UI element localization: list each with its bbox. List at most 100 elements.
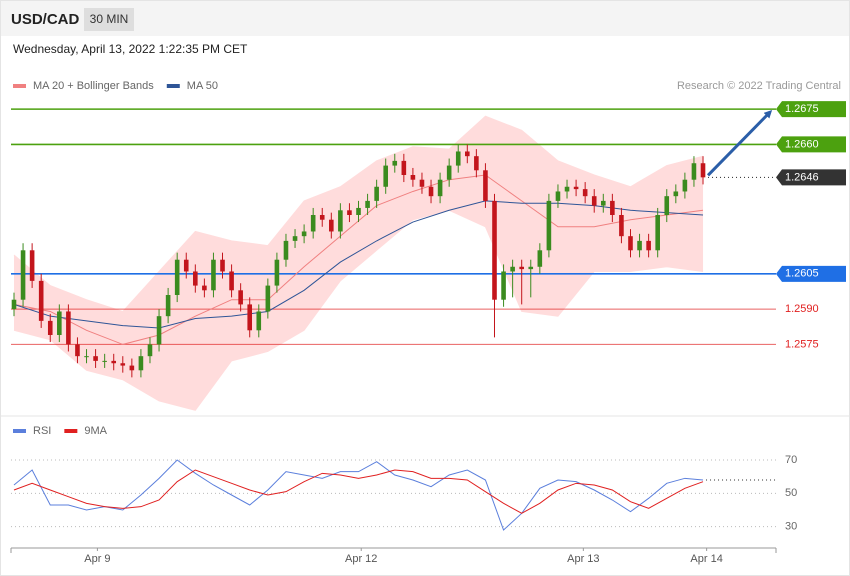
candle-body	[510, 266, 515, 272]
candle-body	[183, 259, 189, 272]
candle-body	[283, 240, 289, 260]
timestamp: Wednesday, April 13, 2022 1:22:35 PM CET	[13, 42, 248, 56]
level-label: 1.2660	[785, 138, 819, 150]
candle-body	[419, 179, 425, 187]
candle-body	[174, 259, 180, 295]
candle-body	[265, 285, 271, 312]
level-tag	[776, 265, 846, 282]
candle-body	[428, 186, 434, 197]
candle-body	[546, 200, 552, 251]
candle-body	[220, 259, 225, 272]
candle-body	[75, 344, 80, 357]
symbol: USD/CAD	[11, 11, 80, 28]
level-tag	[776, 101, 846, 118]
level-label: 1.2605	[785, 268, 819, 280]
candle-body	[464, 151, 470, 157]
candle-body	[410, 175, 416, 180]
candle-body	[600, 200, 606, 206]
candle-body	[564, 186, 570, 192]
candle-body	[682, 179, 688, 192]
candle-body	[528, 266, 534, 270]
moving-average	[13, 200, 704, 329]
level-label: 1.2646	[785, 171, 819, 183]
candle-body	[501, 271, 506, 300]
candle-body	[347, 210, 352, 215]
candle-body	[292, 236, 298, 241]
level-label: 1.2575	[785, 338, 819, 350]
candle-body	[11, 299, 17, 310]
candle-body	[111, 360, 117, 364]
candle-body	[474, 156, 479, 171]
candle-body	[610, 200, 615, 215]
candle-body	[66, 311, 71, 345]
candle-body	[102, 360, 107, 362]
candle-body	[582, 189, 588, 197]
candle-body	[646, 240, 651, 251]
candle-body	[229, 271, 234, 291]
level-tag	[776, 136, 846, 153]
candle-body	[29, 250, 35, 281]
candle-body	[573, 186, 579, 190]
candle-body	[274, 259, 280, 286]
candle-body	[437, 179, 443, 197]
candle-body	[591, 196, 597, 206]
candle-body	[256, 311, 262, 331]
candle-body	[455, 151, 461, 166]
y-tick-label: 30	[785, 521, 797, 533]
timeframe-button[interactable]: 30 MIN	[84, 8, 134, 31]
legend-label: 9MA	[84, 425, 107, 437]
candle-body	[446, 165, 452, 180]
candle-body	[555, 191, 561, 201]
candle-body	[537, 250, 543, 267]
candle-body	[700, 163, 706, 178]
y-tick-label: 50	[785, 487, 797, 499]
candle-body	[673, 191, 679, 197]
candle-body	[301, 231, 307, 237]
candle-body	[338, 210, 343, 232]
bollinger-upper	[13, 115, 704, 313]
indicator-line	[13, 469, 704, 514]
x-tick-label: Apr 12	[345, 553, 377, 565]
candle-body	[165, 295, 171, 317]
candle-body	[138, 356, 144, 371]
candle-body	[193, 271, 198, 286]
indicator-line	[13, 459, 704, 531]
candle-body	[310, 215, 316, 232]
candle-body	[619, 215, 624, 237]
x-tick-label: Apr 14	[690, 553, 722, 565]
y-tick-label: 70	[785, 454, 797, 466]
candle-body	[47, 320, 53, 335]
candle-body	[392, 160, 398, 166]
candle-body	[319, 215, 325, 220]
candle-body	[365, 200, 370, 208]
legend-label: MA 50	[187, 80, 218, 92]
candle-body	[20, 250, 26, 300]
candle-body	[238, 290, 243, 305]
forecast-arrow	[706, 109, 773, 177]
candle-body	[156, 316, 162, 345]
candle-body	[483, 170, 488, 201]
candle-body	[329, 219, 334, 232]
level-label: 1.2675	[785, 103, 819, 115]
candle-body	[374, 186, 379, 201]
bollinger-fill	[13, 116, 704, 411]
credit: Research © 2022 Trading Central	[677, 80, 841, 92]
candle-body	[120, 363, 126, 366]
legend-swatch	[13, 429, 26, 433]
level-tag	[776, 169, 846, 186]
legend-label: RSI	[33, 425, 51, 437]
candle-body	[84, 356, 89, 358]
legend-swatch	[13, 84, 26, 88]
candle-body	[492, 200, 497, 300]
candle-body	[664, 196, 670, 215]
candle-body	[202, 285, 207, 291]
legend-label: MA 20 + Bollinger Bands	[33, 80, 154, 92]
legend-swatch	[166, 84, 180, 88]
candle-body	[628, 236, 633, 251]
candle-body	[655, 215, 660, 251]
candle-body	[93, 356, 98, 361]
candle-body	[383, 165, 389, 187]
candle-body	[401, 160, 407, 175]
